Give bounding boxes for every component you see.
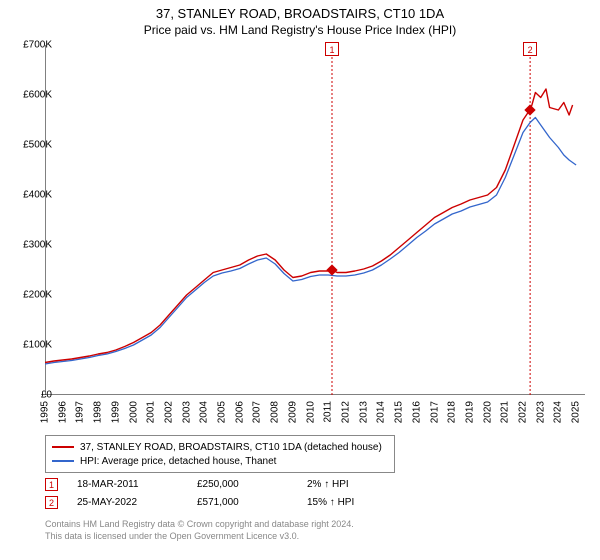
ytick-label: £600K	[23, 90, 52, 101]
xtick-label: 2011	[323, 401, 334, 423]
xtick-label: 2001	[146, 401, 157, 423]
xtick-label: 2008	[270, 401, 281, 423]
xtick-label: 2005	[217, 401, 228, 423]
sale-diff: 15% ↑ HPI	[307, 497, 407, 508]
sale-price: £250,000	[197, 479, 297, 490]
legend-label-hpi: HPI: Average price, detached house, Than…	[80, 456, 276, 467]
sale-label-marker: 2	[523, 42, 537, 56]
sale-date: 18-MAR-2011	[77, 479, 187, 490]
sale-label-marker: 1	[325, 42, 339, 56]
xtick-label: 2006	[234, 401, 245, 423]
xtick-label: 2023	[535, 401, 546, 423]
xtick-label: 2002	[163, 401, 174, 423]
xtick-label: 2004	[199, 401, 210, 423]
plot-svg	[45, 45, 585, 395]
xtick-label: 2016	[411, 401, 422, 423]
sale-date: 25-MAY-2022	[77, 497, 187, 508]
ytick-label: £500K	[23, 140, 52, 151]
xtick-label: 1999	[110, 401, 121, 423]
xtick-label: 1995	[40, 401, 51, 423]
xtick-label: 2020	[482, 401, 493, 423]
xtick-label: 2017	[429, 401, 440, 423]
xtick-label: 2000	[128, 401, 139, 423]
xtick-label: 2012	[340, 401, 351, 423]
xtick-label: 2003	[181, 401, 192, 423]
xtick-label: 2025	[571, 401, 582, 423]
legend: 37, STANLEY ROAD, BROADSTAIRS, CT10 1DA …	[45, 435, 395, 473]
legend-label-property: 37, STANLEY ROAD, BROADSTAIRS, CT10 1DA …	[80, 442, 382, 453]
ytick-label: £300K	[23, 240, 52, 251]
ytick-label: £100K	[23, 340, 52, 351]
chart-subtitle: Price paid vs. HM Land Registry's House …	[0, 21, 600, 37]
xtick-label: 2018	[447, 401, 458, 423]
ytick-label: £200K	[23, 290, 52, 301]
footer: Contains HM Land Registry data © Crown c…	[45, 518, 354, 542]
xtick-label: 2010	[305, 401, 316, 423]
chart-container: 37, STANLEY ROAD, BROADSTAIRS, CT10 1DA …	[0, 0, 600, 560]
xtick-label: 2007	[252, 401, 263, 423]
sale-marker-1: 1	[45, 478, 58, 491]
ytick-label: £700K	[23, 40, 52, 51]
ytick-label: £400K	[23, 190, 52, 201]
legend-swatch-hpi	[52, 460, 74, 462]
xtick-label: 2015	[394, 401, 405, 423]
xtick-label: 2022	[518, 401, 529, 423]
sales-row: 1 18-MAR-2011 £250,000 2% ↑ HPI	[45, 475, 585, 493]
sales-row: 2 25-MAY-2022 £571,000 15% ↑ HPI	[45, 493, 585, 511]
xtick-label: 2014	[376, 401, 387, 423]
sales-table: 1 18-MAR-2011 £250,000 2% ↑ HPI 2 25-MAY…	[45, 475, 585, 511]
xtick-label: 2009	[287, 401, 298, 423]
legend-item-property: 37, STANLEY ROAD, BROADSTAIRS, CT10 1DA …	[52, 440, 388, 454]
chart-title: 37, STANLEY ROAD, BROADSTAIRS, CT10 1DA	[0, 0, 600, 21]
xtick-label: 2013	[358, 401, 369, 423]
footer-line-1: Contains HM Land Registry data © Crown c…	[45, 518, 354, 530]
xtick-label: 1996	[57, 401, 68, 423]
sale-price: £571,000	[197, 497, 297, 508]
legend-item-hpi: HPI: Average price, detached house, Than…	[52, 454, 388, 468]
xtick-label: 1998	[93, 401, 104, 423]
xtick-label: 1997	[75, 401, 86, 423]
sale-marker-2: 2	[45, 496, 58, 509]
ytick-label: £0	[41, 390, 52, 401]
chart-area	[45, 45, 585, 395]
xtick-label: 2024	[553, 401, 564, 423]
footer-line-2: This data is licensed under the Open Gov…	[45, 530, 354, 542]
xtick-label: 2019	[464, 401, 475, 423]
xtick-label: 2021	[500, 401, 511, 423]
legend-swatch-property	[52, 446, 74, 448]
sale-diff: 2% ↑ HPI	[307, 479, 407, 490]
